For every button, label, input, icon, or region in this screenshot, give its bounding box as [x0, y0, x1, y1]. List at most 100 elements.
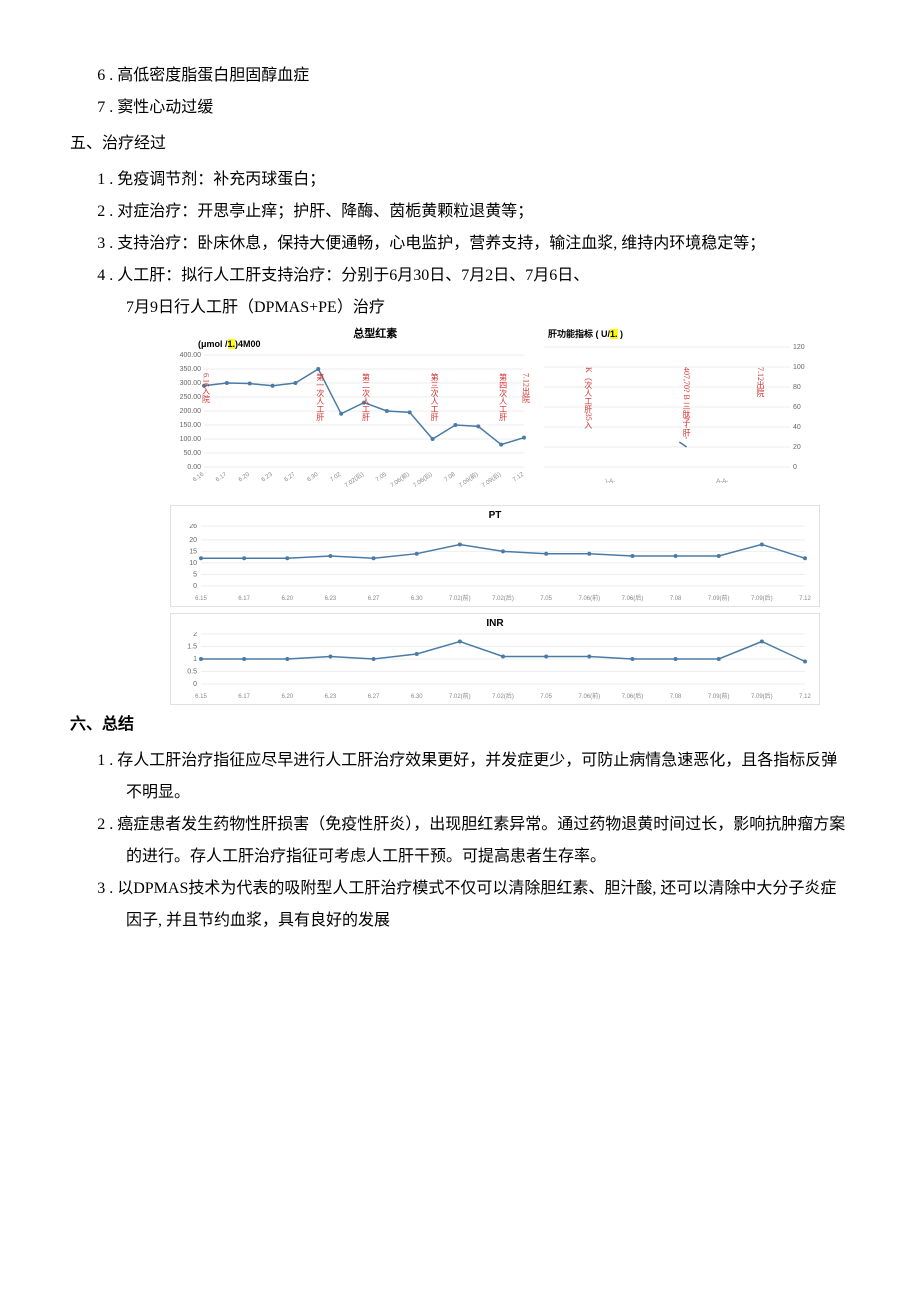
s5-4-num: 4 — [97, 267, 105, 284]
svg-text:7.02(后): 7.02(后) — [343, 470, 365, 489]
s5-item1: 1 . 免疫调节剂：补充丙球蛋白； — [70, 164, 850, 196]
bilirubin-svg: 0.00 50.00 100.00 150.00 200.00 250.00 300.00 3… — [170, 349, 530, 499]
svg-text:A-A-: A-A- — [716, 479, 728, 485]
s6-item3: 3 . 以DPMAS技术为代表的吸附型人工肝治疗模式不仅可以清除胆红素、胆汁酸,… — [70, 873, 850, 937]
svg-text:7.12: 7.12 — [799, 596, 811, 602]
s5-3-text: . 支持治疗：卧床休息，保持大便通畅，心电监护，营养支持，输注血浆, 维持内环境… — [105, 235, 765, 252]
svg-text:6.20: 6.20 — [281, 694, 293, 700]
s6-3-num: 3 — [97, 880, 105, 897]
svg-text:10: 10 — [189, 560, 197, 567]
svg-text:6.16入院: 6.16入院 — [202, 373, 211, 404]
diag-7-text: . 窦性心动过缓 — [105, 99, 213, 116]
svg-text:300.00: 300.00 — [180, 380, 202, 387]
charts-container: (μmol /1.)4M00 总型红素 0.0050.00100.00150.0… — [170, 328, 830, 705]
bilirubin-chart: (μmol /1.)4M00 总型红素 0.0050.00100.00150.0… — [170, 328, 530, 499]
svg-text:7.12出院: 7.12出院 — [756, 367, 765, 398]
svg-text:7.05: 7.05 — [540, 694, 552, 700]
svg-text:第二次人工肝: 第二次人工肝 — [362, 372, 371, 422]
svg-text:2: 2 — [193, 632, 197, 638]
svg-text:20: 20 — [793, 444, 801, 451]
svg-text:80: 80 — [793, 384, 801, 391]
svg-text:407,70? B 三肽子-肝-: 407,70? B 三肽子-肝- — [682, 367, 691, 440]
pt-svg: 05101520266.156.176.206.236.276.307.02(前… — [175, 524, 815, 604]
diag-item-6: 6 . 高低密度脂蛋白胆固醇血症 — [70, 60, 850, 92]
svg-text:15: 15 — [189, 548, 197, 555]
s6-item1: 1 . 存人工肝治疗指征应尽早进行人工肝治疗效果更好，并发症更少，可防止病情急速… — [70, 745, 850, 809]
s5-item4-cont: 7月9日行人工肝（DPMAS+PE）治疗 — [70, 292, 850, 324]
svg-text:0: 0 — [193, 583, 197, 590]
svg-text:250.00: 250.00 — [180, 394, 202, 401]
svg-text:6.17: 6.17 — [215, 471, 229, 483]
svg-text:1: 1 — [193, 656, 197, 663]
svg-text:第三次人工肝: 第三次人工肝 — [430, 372, 439, 422]
inr-svg: 00.511.526.156.176.206.236.276.307.02(前)… — [175, 632, 815, 702]
svg-text:6.15: 6.15 — [195, 596, 207, 602]
svg-text:60: 60 — [793, 404, 801, 411]
svg-text:0.5: 0.5 — [187, 669, 197, 676]
svg-text:7.05: 7.05 — [540, 596, 552, 602]
svg-text:6.23: 6.23 — [325, 596, 337, 602]
liver-svg: 020406080100120K（次人工肝35入407,70? B 三肽子-肝-… — [538, 339, 818, 489]
svg-text:20: 20 — [189, 537, 197, 544]
svg-text:\-A-: \-A- — [606, 479, 616, 485]
svg-text:7.02(前): 7.02(前) — [449, 594, 471, 602]
svg-text:7.06(前): 7.06(前) — [389, 470, 411, 489]
svg-text:0.00: 0.00 — [187, 464, 201, 471]
s5-2-text: . 对症治疗：开思亭止痒；护肝、降酶、茵栀黄颗粒退黄等； — [105, 203, 533, 220]
svg-text:7.09(前): 7.09(前) — [708, 692, 730, 700]
svg-text:50.00: 50.00 — [183, 450, 201, 457]
svg-text:第四次人工肝: 第四次人工肝 — [499, 372, 508, 422]
svg-text:5: 5 — [193, 571, 197, 578]
bilirubin-unit: (μmol /1.)4M00 — [198, 340, 261, 349]
svg-text:6.20: 6.20 — [281, 596, 293, 602]
svg-text:7.08: 7.08 — [444, 471, 458, 483]
svg-text:6.17: 6.17 — [238, 694, 250, 700]
s5-1-text: . 免疫调节剂：补充丙球蛋白； — [105, 171, 325, 188]
diag-item-7: 7 . 窦性心动过缓 — [70, 92, 850, 124]
svg-text:150.00: 150.00 — [180, 422, 202, 429]
svg-text:7.09(后): 7.09(后) — [480, 470, 502, 489]
svg-text:0: 0 — [793, 464, 797, 471]
section5-heading: 五、治疗经过 — [70, 128, 850, 160]
s6-2-text: . 癌症患者发生药物性肝损害（免疫性肝炎），出现胆红素异常。通过药物退黄时间过长… — [105, 816, 845, 865]
svg-text:7.08: 7.08 — [670, 596, 682, 602]
svg-text:6.30: 6.30 — [306, 471, 320, 483]
svg-text:350.00: 350.00 — [180, 366, 202, 373]
liver-title: 肝功能指标 ( U/1. ) — [548, 330, 818, 339]
svg-text:100.00: 100.00 — [180, 436, 202, 443]
svg-text:K（次人工肝35入: K（次人工肝35入 — [584, 367, 593, 429]
liver-title-pre: 肝功能指标 ( U/ — [548, 329, 610, 339]
svg-text:7.09(后): 7.09(后) — [751, 594, 773, 602]
svg-text:7.09(前): 7.09(前) — [457, 470, 479, 489]
liver-chart: 肝功能指标 ( U/1. ) 020406080100120K（次人工肝35入4… — [538, 328, 818, 499]
svg-text:7.02(前): 7.02(前) — [449, 692, 471, 700]
svg-text:7.09(前): 7.09(前) — [708, 594, 730, 602]
s5-item3: 3 . 支持治疗：卧床休息，保持大便通畅，心电监护，营养支持，输注血浆, 维持内… — [70, 228, 850, 260]
s6-3-text: . 以DPMAS技术为代表的吸附型人工肝治疗模式不仅可以清除胆红素、胆汁酸, 还… — [105, 880, 836, 929]
svg-text:100: 100 — [793, 364, 805, 371]
svg-text:0: 0 — [193, 681, 197, 688]
svg-text:7.06(前): 7.06(前) — [578, 692, 600, 700]
s5-2-num: 2 — [97, 203, 105, 220]
pt-title: PT — [175, 510, 815, 522]
svg-text:7.06(前): 7.06(前) — [578, 594, 600, 602]
s5-item2: 2 . 对症治疗：开思亭止痒；护肝、降酶、茵栀黄颗粒退黄等； — [70, 196, 850, 228]
svg-text:6.30: 6.30 — [411, 596, 423, 602]
s6-1-num: 1 — [97, 752, 105, 769]
svg-text:7.08: 7.08 — [670, 694, 682, 700]
svg-text:200.00: 200.00 — [180, 408, 202, 415]
svg-text:7.02(后): 7.02(后) — [492, 692, 514, 700]
s6-1-text: . 存人工肝治疗指征应尽早进行人工肝治疗效果更好，并发症更少，可防止病情急速恶化… — [105, 752, 837, 801]
s5-3-num: 3 — [97, 235, 105, 252]
svg-text:26: 26 — [189, 524, 197, 530]
pt-chart: PT 05101520266.156.176.206.236.276.307.0… — [170, 505, 820, 607]
svg-text:40: 40 — [793, 424, 801, 431]
svg-text:6.23: 6.23 — [261, 471, 275, 483]
svg-text:6.20: 6.20 — [238, 471, 252, 483]
s5-item4: 4 . 人工肝：拟行人工肝支持治疗：分别于6月30日、7月2日、7月6日、 — [70, 260, 850, 292]
svg-text:6.23: 6.23 — [325, 694, 337, 700]
svg-text:7.02(后): 7.02(后) — [492, 594, 514, 602]
chart-row-1: (μmol /1.)4M00 总型红素 0.0050.00100.00150.0… — [170, 328, 830, 499]
svg-text:7.09(后): 7.09(后) — [751, 692, 773, 700]
svg-text:第一次人工肝: 第一次人工肝 — [316, 372, 325, 422]
